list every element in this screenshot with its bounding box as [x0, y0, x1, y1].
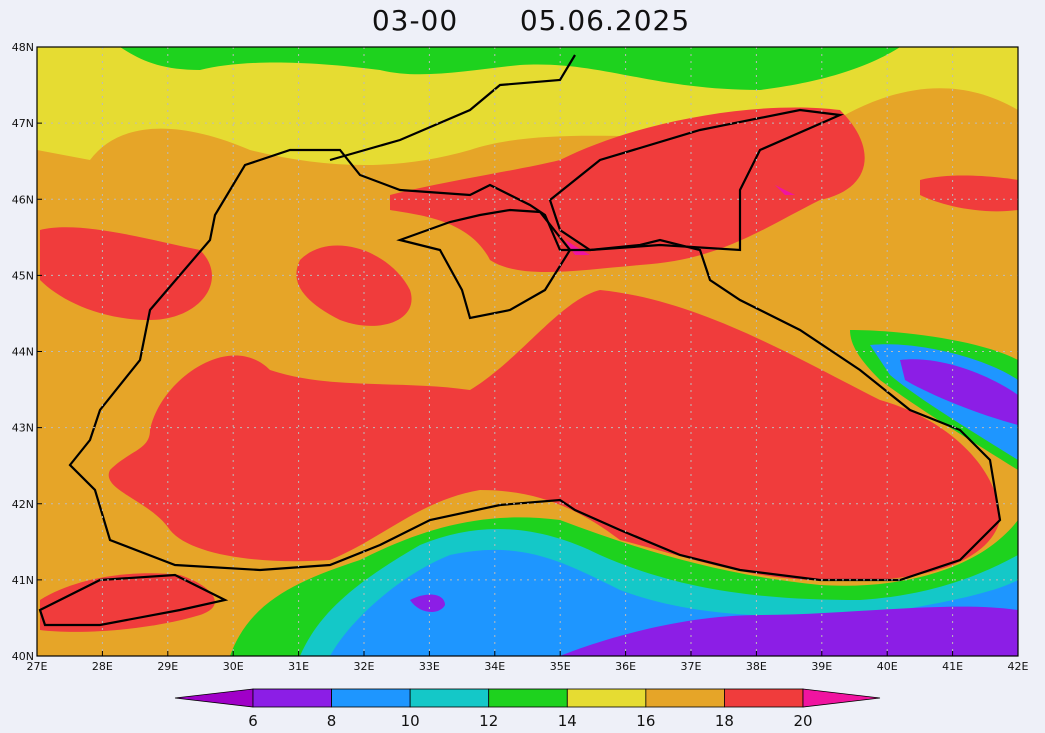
temperature-field: [37, 47, 1018, 656]
lat-label: 40N: [12, 650, 34, 663]
lon-label: 30E: [223, 660, 244, 673]
title-time: 03-00: [372, 4, 458, 37]
colorbar-box: [409, 688, 490, 708]
field-red-2: [296, 245, 412, 326]
field-purple-spot: [410, 594, 445, 612]
lat-label: 41N: [12, 574, 34, 587]
lat-label: 45N: [12, 269, 34, 282]
colorbar-label: 12: [479, 712, 498, 730]
field-red-sea: [108, 290, 1000, 581]
lon-label: 38E: [746, 660, 767, 673]
lat-label: 43N: [12, 422, 34, 435]
colorbar-box: [331, 688, 411, 708]
colorbar-label: 20: [793, 712, 812, 730]
colorbar-low: [174, 688, 254, 708]
lat-label: 44N: [12, 346, 34, 359]
lon-label: 29E: [157, 660, 178, 673]
lon-label: 33E: [419, 660, 440, 673]
colorbar-box: [566, 688, 647, 708]
lon-label: 42E: [1008, 660, 1029, 673]
colorbar-label: 6: [248, 712, 258, 730]
grid: [37, 47, 1018, 656]
field-purple-east: [900, 359, 1018, 425]
colorbar-box: [488, 688, 568, 708]
colorbar: 6 8 10 12 14 16 18 20: [174, 688, 881, 730]
colorbar-label: 16: [636, 712, 655, 730]
lat-label: 42N: [12, 498, 34, 511]
colorbar-box: [252, 688, 332, 708]
title-date: 05.06.2025: [520, 4, 690, 37]
field-red-west: [40, 227, 212, 320]
lon-label: 28E: [92, 660, 113, 673]
colorbar-high: [802, 688, 881, 708]
colorbar-box: [724, 688, 804, 708]
lon-label: 27E: [27, 660, 48, 673]
field-purple-south: [560, 606, 1018, 656]
lon-label: 41E: [942, 660, 963, 673]
colorbar-label: 14: [558, 712, 577, 730]
lon-label: 39E: [811, 660, 832, 673]
lon-label: 40E: [877, 660, 898, 673]
lon-label: 31E: [288, 660, 309, 673]
colorbar-label: 18: [715, 712, 734, 730]
lon-label: 37E: [681, 660, 702, 673]
lon-label: 34E: [484, 660, 505, 673]
colorbar-box: [645, 688, 725, 708]
field-green: [120, 47, 900, 90]
coastline: [38, 54, 1002, 627]
lat-label: 46N: [12, 193, 34, 206]
lat-label: 47N: [12, 117, 34, 130]
colorbar-label: 10: [401, 712, 420, 730]
lat-label: 48N: [12, 41, 34, 54]
field-red-east: [920, 175, 1018, 212]
lon-label: 36E: [615, 660, 636, 673]
lon-label: 35E: [550, 660, 571, 673]
field-red-azov: [390, 107, 865, 272]
lon-label: 32E: [354, 660, 375, 673]
colorbar-label: 8: [327, 712, 337, 730]
